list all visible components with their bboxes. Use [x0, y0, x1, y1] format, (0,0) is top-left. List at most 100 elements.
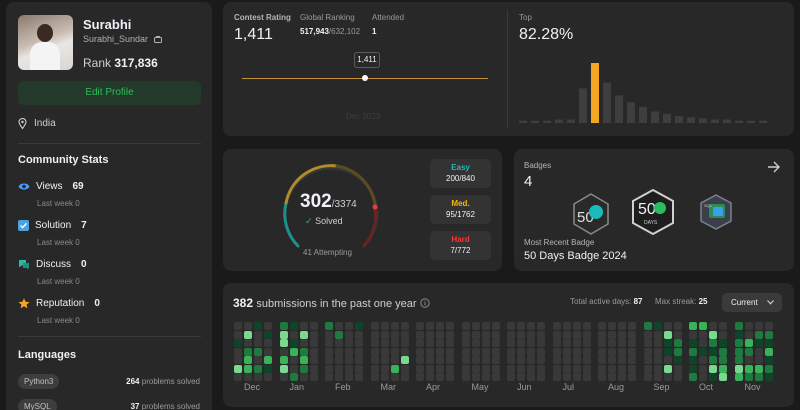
- heatmap-cell[interactable]: [370, 373, 379, 381]
- heatmap-cell[interactable]: [734, 330, 743, 339]
- heatmap-cell[interactable]: [552, 364, 561, 373]
- heatmap-cell[interactable]: [709, 356, 717, 364]
- heatmap-cell[interactable]: [446, 330, 454, 339]
- heatmap-cell[interactable]: [481, 356, 490, 364]
- heatmap-cell[interactable]: [299, 356, 308, 364]
- heatmap-cell[interactable]: [491, 373, 500, 381]
- heatmap-cell[interactable]: [335, 322, 343, 330]
- heatmap-cell[interactable]: [461, 356, 470, 364]
- rating-point[interactable]: [362, 75, 368, 81]
- heatmap-cell[interactable]: [673, 347, 682, 356]
- heatmap-cell[interactable]: [491, 330, 500, 339]
- heatmap-cell[interactable]: [400, 322, 409, 330]
- heatmap-cell[interactable]: [517, 330, 525, 339]
- heatmap-cell[interactable]: [390, 322, 399, 330]
- heatmap-cell[interactable]: [380, 322, 389, 330]
- heatmap-cell[interactable]: [370, 339, 379, 347]
- heatmap-cell[interactable]: [325, 373, 333, 381]
- heatmap-cell[interactable]: [426, 356, 434, 364]
- heatmap-cell[interactable]: [264, 364, 272, 373]
- heatmap-cell[interactable]: [289, 373, 298, 381]
- heatmap-cell[interactable]: [673, 322, 682, 330]
- heatmap-cell[interactable]: [709, 322, 717, 330]
- heatmap-cell[interactable]: [517, 373, 525, 381]
- heatmap-cell[interactable]: [254, 356, 262, 364]
- heatmap-cell[interactable]: [689, 356, 697, 364]
- heatmap-cell[interactable]: [335, 373, 343, 381]
- heatmap-cell[interactable]: [643, 322, 652, 330]
- heatmap-cell[interactable]: [572, 356, 581, 364]
- heatmap-cell[interactable]: [507, 373, 515, 381]
- heatmap-cell[interactable]: [461, 330, 470, 339]
- heatmap-cell[interactable]: [355, 347, 363, 356]
- heatmap-cell[interactable]: [643, 339, 652, 347]
- heatmap-cell[interactable]: [471, 347, 480, 356]
- heatmap-cell[interactable]: [699, 347, 707, 356]
- heatmap-cell[interactable]: [416, 330, 424, 339]
- heatmap-cell[interactable]: [279, 347, 288, 356]
- heatmap-cell[interactable]: [709, 347, 717, 356]
- heatmap-cell[interactable]: [719, 322, 727, 330]
- heatmap-cell[interactable]: [673, 364, 682, 373]
- heatmap-cell[interactable]: [653, 347, 662, 356]
- heatmap-cell[interactable]: [325, 356, 333, 364]
- heatmap-cell[interactable]: [689, 347, 697, 356]
- heatmap-cell[interactable]: [709, 330, 717, 339]
- heatmap-cell[interactable]: [608, 356, 616, 364]
- heatmap-cell[interactable]: [527, 373, 535, 381]
- heatmap-cell[interactable]: [426, 347, 434, 356]
- heatmap-cell[interactable]: [299, 322, 308, 330]
- heatmap-cell[interactable]: [254, 330, 262, 339]
- heatmap-cell[interactable]: [446, 339, 454, 347]
- badge-50-days-icon[interactable]: 50 DAYS: [630, 188, 676, 236]
- heatmap-cell[interactable]: [416, 364, 424, 373]
- heatmap-cell[interactable]: [754, 322, 763, 330]
- heatmap-cell[interactable]: [355, 339, 363, 347]
- heatmap-cell[interactable]: [234, 322, 242, 330]
- heatmap-cell[interactable]: [572, 373, 581, 381]
- heatmap-cell[interactable]: [436, 322, 444, 330]
- badge-sql-icon[interactable]: SQL: [698, 193, 734, 231]
- heatmap-cell[interactable]: [491, 347, 500, 356]
- heatmap-cell[interactable]: [552, 356, 561, 364]
- heatmap-cell[interactable]: [299, 339, 308, 347]
- heatmap-cell[interactable]: [345, 356, 353, 364]
- heatmap-cell[interactable]: [653, 356, 662, 364]
- heatmap-cell[interactable]: [244, 364, 252, 373]
- heatmap-cell[interactable]: [461, 373, 470, 381]
- heatmap-cell[interactable]: [461, 364, 470, 373]
- heatmap-cell[interactable]: [562, 356, 571, 364]
- heatmap-cell[interactable]: [744, 364, 753, 373]
- heatmap-cell[interactable]: [416, 373, 424, 381]
- heatmap-cell[interactable]: [370, 347, 379, 356]
- heatmap-cell[interactable]: [264, 330, 272, 339]
- heatmap-cell[interactable]: [234, 364, 242, 373]
- heatmap-cell[interactable]: [335, 330, 343, 339]
- heatmap-cell[interactable]: [598, 356, 606, 364]
- heatmap-cell[interactable]: [653, 373, 662, 381]
- heatmap-cell[interactable]: [764, 322, 773, 330]
- heatmap-cell[interactable]: [380, 330, 389, 339]
- heatmap-cell[interactable]: [390, 373, 399, 381]
- heatmap-cell[interactable]: [380, 347, 389, 356]
- easy-stat[interactable]: Easy 200/840: [430, 159, 491, 188]
- heatmap-cell[interactable]: [537, 339, 545, 347]
- heatmap-cell[interactable]: [663, 356, 672, 364]
- heatmap-cell[interactable]: [754, 356, 763, 364]
- heatmap-cell[interactable]: [764, 339, 773, 347]
- heatmap-cell[interactable]: [390, 364, 399, 373]
- heatmap-cell[interactable]: [618, 373, 626, 381]
- heatmap-cell[interactable]: [436, 364, 444, 373]
- heatmap-cell[interactable]: [744, 330, 753, 339]
- heatmap-cell[interactable]: [309, 347, 318, 356]
- heatmap-cell[interactable]: [618, 356, 626, 364]
- heatmap-cell[interactable]: [436, 339, 444, 347]
- heatmap-cell[interactable]: [572, 339, 581, 347]
- heatmap-cell[interactable]: [426, 330, 434, 339]
- heatmap-cell[interactable]: [264, 347, 272, 356]
- heatmap-cell[interactable]: [699, 373, 707, 381]
- heatmap-cell[interactable]: [689, 322, 697, 330]
- heatmap-cell[interactable]: [673, 356, 682, 364]
- heatmap-cell[interactable]: [734, 356, 743, 364]
- heatmap-cell[interactable]: [582, 330, 591, 339]
